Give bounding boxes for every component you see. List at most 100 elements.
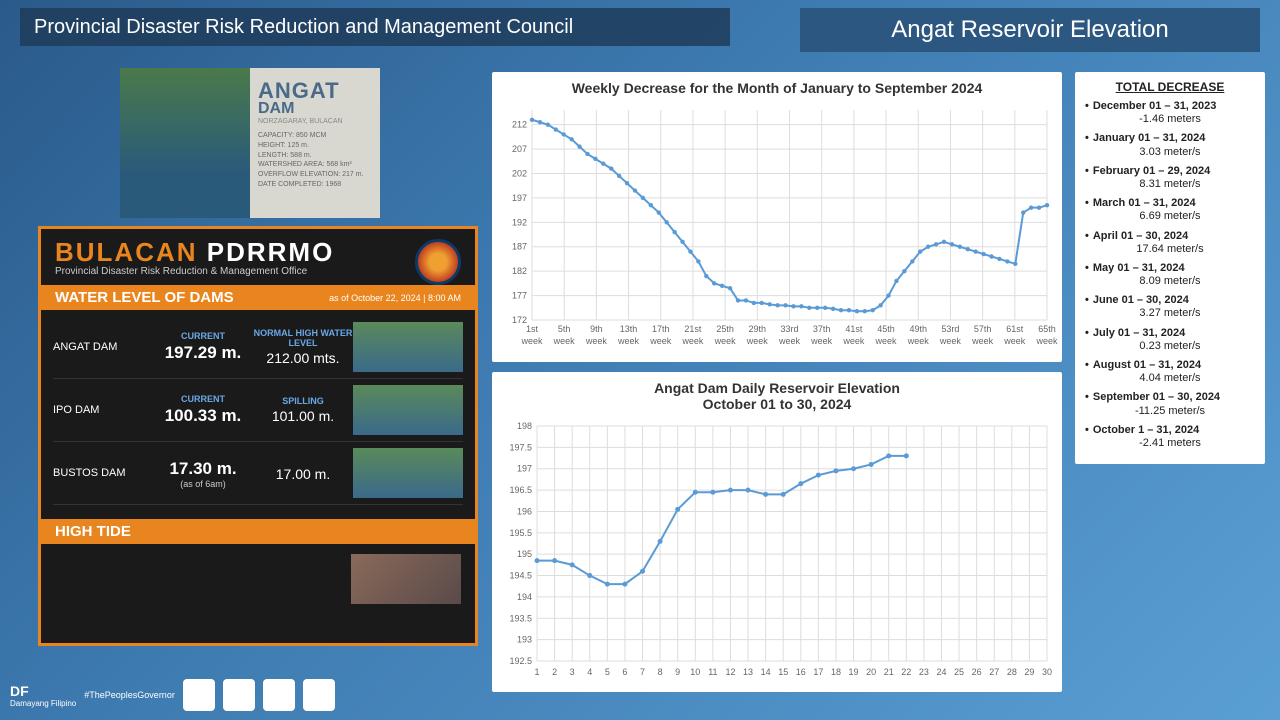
svg-text:11: 11 — [708, 667, 717, 677]
svg-text:53rd: 53rd — [941, 324, 959, 334]
svg-text:week: week — [1035, 336, 1058, 346]
svg-text:week: week — [842, 336, 865, 346]
seal-icon — [415, 239, 461, 285]
pdrrmo-subtitle: Provincial Disaster Risk Reduction & Man… — [55, 266, 461, 277]
svg-text:week: week — [746, 336, 769, 346]
footer: DF Damayang Filipino #ThePeoplesGovernor — [10, 674, 470, 716]
sidebar-item: August 01 – 31, 20244.04 meter/s — [1085, 359, 1255, 385]
water-banner-text: WATER LEVEL OF DAMS — [55, 289, 234, 306]
svg-text:177: 177 — [512, 291, 527, 301]
svg-text:5th: 5th — [558, 324, 571, 334]
sidebar-item: March 01 – 31, 20246.69 meter/s — [1085, 197, 1255, 223]
sidebar-item: May 01 – 31, 20248.09 meter/s — [1085, 262, 1255, 288]
footer-tag: #ThePeoplesGovernor — [84, 690, 175, 700]
chart2-title: Angat Dam Daily Reservoir Elevation Octo… — [492, 372, 1062, 416]
svg-text:45th: 45th — [877, 324, 895, 334]
svg-text:week: week — [553, 336, 576, 346]
svg-text:196.5: 196.5 — [509, 485, 532, 495]
svg-text:18: 18 — [831, 667, 841, 677]
svg-text:196: 196 — [517, 506, 532, 516]
dam-location: NORZAGARAY, BULACAN — [258, 118, 372, 125]
pdrrmo-header: BULACAN PDRRMO Provincial Disaster Risk … — [41, 229, 475, 285]
svg-text:61st: 61st — [1006, 324, 1024, 334]
sidebar-item: October 1 – 31, 2024-2.41 meters — [1085, 424, 1255, 450]
svg-text:16: 16 — [796, 667, 806, 677]
svg-text:3: 3 — [570, 667, 575, 677]
svg-text:195.5: 195.5 — [509, 528, 532, 538]
svg-text:192: 192 — [512, 217, 527, 227]
daily-chart-panel: Angat Dam Daily Reservoir Elevation Octo… — [492, 372, 1062, 692]
svg-text:194: 194 — [517, 592, 532, 602]
svg-text:week: week — [649, 336, 672, 346]
svg-text:19: 19 — [849, 667, 859, 677]
footer-badge-icon — [223, 679, 255, 711]
svg-text:49th: 49th — [909, 324, 927, 334]
svg-text:week: week — [778, 336, 801, 346]
svg-text:28: 28 — [1007, 667, 1017, 677]
svg-text:202: 202 — [512, 168, 527, 178]
sidebar-title: TOTAL DECREASE — [1085, 80, 1255, 94]
dam-row: IPO DAM CURRENT100.33 m. SPILLING101.00 … — [53, 379, 463, 442]
footer-badge-icon — [183, 679, 215, 711]
header-right: Angat Reservoir Elevation — [800, 8, 1260, 52]
svg-text:13: 13 — [743, 667, 753, 677]
svg-text:1st: 1st — [526, 324, 539, 334]
svg-text:week: week — [617, 336, 640, 346]
svg-text:week: week — [585, 336, 608, 346]
svg-text:197.5: 197.5 — [509, 442, 532, 452]
water-level-banner: WATER LEVEL OF DAMS as of October 22, 20… — [41, 285, 475, 310]
svg-text:20: 20 — [866, 667, 876, 677]
dam-row: ANGAT DAM CURRENT197.29 m. NORMAL HIGH W… — [53, 316, 463, 379]
svg-text:23: 23 — [919, 667, 929, 677]
svg-text:week: week — [520, 336, 543, 346]
hightide-photo — [351, 554, 461, 604]
header-left: Provincial Disaster Risk Reduction and M… — [20, 8, 730, 46]
svg-text:193.5: 193.5 — [509, 613, 532, 623]
dam-specs: CAPACITY: 850 MCMHEIGHT: 125 m.LENGTH: 5… — [258, 131, 372, 190]
dam-info: ANGAT DAM NORZAGARAY, BULACAN CAPACITY: … — [250, 68, 380, 218]
footer-badge-icon — [303, 679, 335, 711]
svg-text:week: week — [875, 336, 898, 346]
svg-text:182: 182 — [512, 266, 527, 276]
daily-chart: 192.5193193.5194194.5195195.5196196.5197… — [492, 416, 1062, 686]
svg-text:197: 197 — [512, 193, 527, 203]
svg-text:week: week — [714, 336, 737, 346]
svg-text:193: 193 — [517, 635, 532, 645]
asof-text: as of October 22, 2024 | 8:00 AM — [329, 293, 461, 303]
total-decrease-sidebar: TOTAL DECREASE December 01 – 31, 2023-1.… — [1075, 72, 1265, 464]
svg-text:207: 207 — [512, 144, 527, 154]
svg-text:12: 12 — [725, 667, 735, 677]
svg-text:9th: 9th — [590, 324, 603, 334]
weekly-chart: 172 177 182 187 192 197 202 207 212 1st week 5th wee… — [492, 100, 1062, 360]
svg-text:172: 172 — [512, 315, 527, 325]
svg-text:197: 197 — [517, 464, 532, 474]
svg-text:212: 212 — [512, 120, 527, 130]
svg-text:26: 26 — [972, 667, 982, 677]
dam-photo — [120, 68, 250, 218]
weekly-chart-panel: Weekly Decrease for the Month of January… — [492, 72, 1062, 362]
pdrrmo-title: BULACAN PDRRMO — [55, 237, 461, 268]
svg-text:65th: 65th — [1038, 324, 1056, 334]
svg-text:57th: 57th — [974, 324, 992, 334]
svg-text:25th: 25th — [716, 324, 734, 334]
svg-text:30: 30 — [1042, 667, 1052, 677]
chart1-title: Weekly Decrease for the Month of January… — [492, 72, 1062, 100]
svg-text:187: 187 — [512, 242, 527, 252]
pdrrmo-panel: BULACAN PDRRMO Provincial Disaster Risk … — [38, 226, 478, 646]
sidebar-item: June 01 – 30, 20243.27 meter/s — [1085, 294, 1255, 320]
svg-text:5: 5 — [605, 667, 610, 677]
sidebar-item: September 01 – 30, 2024-11.25 meter/s — [1085, 391, 1255, 417]
svg-text:week: week — [971, 336, 994, 346]
svg-text:21st: 21st — [684, 324, 702, 334]
sidebar-item: January 01 – 31, 20243.03 meter/s — [1085, 132, 1255, 158]
svg-text:198: 198 — [517, 421, 532, 431]
svg-text:week: week — [681, 336, 704, 346]
hightide-banner: HIGH TIDE — [41, 519, 475, 544]
svg-text:13th: 13th — [620, 324, 638, 334]
hightide-row — [41, 544, 475, 614]
svg-text:17: 17 — [813, 667, 823, 677]
svg-text:4: 4 — [587, 667, 592, 677]
svg-text:22: 22 — [901, 667, 911, 677]
svg-text:9: 9 — [675, 667, 680, 677]
svg-text:14: 14 — [761, 667, 771, 677]
